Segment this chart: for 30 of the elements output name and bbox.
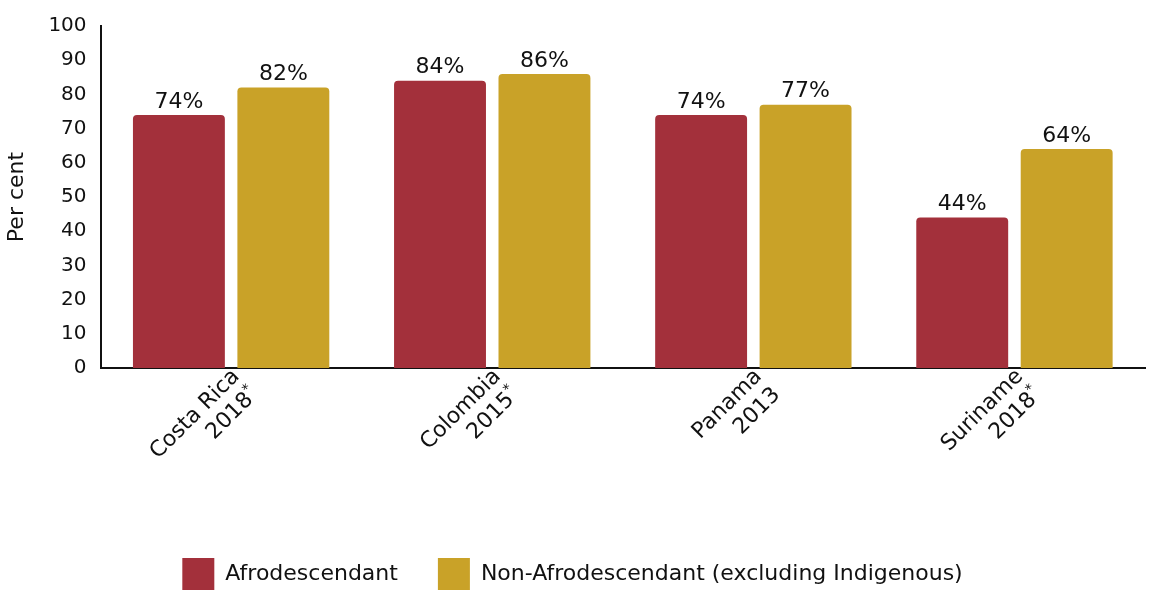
bar	[237, 87, 330, 368]
y-tick-label: 80	[61, 80, 87, 105]
y-tick-label: 0	[73, 354, 87, 379]
y-tick-label: 70	[61, 114, 87, 139]
data-label: 44%	[937, 190, 987, 216]
data-label: 86%	[520, 46, 569, 72]
y-tick-label: 10	[61, 320, 87, 344]
y-tick-label: 90	[61, 46, 87, 71]
legend-label: Afrodescendant	[225, 559, 399, 585]
bar	[1020, 149, 1113, 368]
data-label: 64%	[1042, 121, 1092, 147]
y-tick-label: 20	[61, 285, 87, 310]
data-label: 77%	[781, 77, 831, 103]
y-axis-title: Per cent	[2, 151, 28, 243]
bar	[655, 114, 748, 368]
data-label: 82%	[258, 60, 308, 86]
data-label: 74%	[676, 87, 726, 113]
bar	[759, 104, 852, 368]
bar	[916, 217, 1009, 368]
y-tick-label: 40	[61, 217, 87, 242]
legend-label: Non-Afrodescendant (excluding Indigenous)	[480, 559, 963, 585]
bar	[498, 73, 591, 368]
y-tick-label: 60	[61, 149, 87, 173]
y-tick-label: 100	[48, 12, 87, 37]
y-tick-label: 50	[61, 183, 87, 208]
bar	[132, 114, 225, 368]
data-label: 74%	[154, 87, 204, 113]
data-label: 84%	[415, 53, 465, 79]
y-tick-label: 30	[61, 251, 87, 276]
bar	[394, 80, 486, 368]
